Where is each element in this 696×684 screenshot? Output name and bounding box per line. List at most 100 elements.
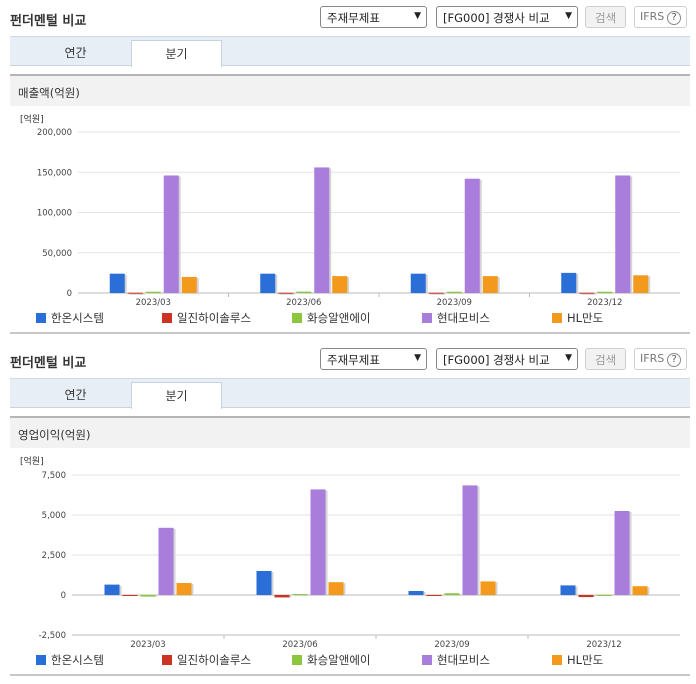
legend-label: 화승알앤에이 (307, 653, 371, 667)
bar-4-2023-12[interactable] (615, 175, 631, 293)
tab-quarterly[interactable]: 분기 (131, 382, 222, 409)
legend-item[interactable]: 일진하이솔루스 (162, 652, 251, 668)
bar-3-2023-12[interactable] (597, 291, 613, 293)
bar-5-2023-12[interactable] (633, 275, 649, 293)
statement-select-value: 주재무제표 (327, 11, 380, 25)
chevron-down-icon: ▼ (565, 11, 572, 21)
bar-4-2023-06[interactable] (314, 167, 330, 293)
ifrs-label: IFRS (640, 10, 665, 23)
bar-2-2023-03[interactable] (127, 292, 143, 294)
search-button[interactable]: 검색 (585, 348, 627, 370)
panel-header: 펀더멘털 비교 주재무제표 ▼ [FG000] 경쟁사 비교 ▼ 검색 IFRS… (10, 0, 690, 34)
bar-2-2023-03[interactable] (122, 595, 138, 596)
bar-1-2023-03[interactable] (104, 584, 120, 595)
bar-3-2023-09[interactable] (444, 593, 460, 595)
bar-shadow (298, 292, 314, 294)
legend-label: 현대모비스 (437, 653, 490, 667)
bar-2-2023-09[interactable] (426, 595, 442, 596)
chart-title: 매출액(억원) (18, 86, 80, 100)
x-tick-label: 2023/06 (286, 298, 321, 306)
bar-1-2023-06[interactable] (260, 273, 276, 293)
legend-swatch (552, 313, 562, 323)
legend-label: 한온시스템 (51, 653, 104, 667)
bar-1-2023-09[interactable] (410, 273, 426, 293)
tab-annual[interactable]: 연간 (64, 46, 87, 60)
bar-3-2023-03[interactable] (145, 291, 161, 293)
y-tick-label: -2,500 (39, 631, 66, 641)
bar-shadow (294, 595, 310, 597)
chart-title: 영업이익(억원) (18, 428, 91, 442)
y-tick-label: 100,000 (37, 209, 72, 219)
bar-5-2023-06[interactable] (332, 276, 348, 293)
y-tick-label: 7,500 (42, 471, 66, 481)
bar-4-2023-12[interactable] (614, 511, 630, 595)
bar-2-2023-12[interactable] (578, 595, 594, 598)
bar-5-2023-03[interactable] (181, 276, 197, 293)
operating-profit-bar-chart: [억원] -2,500 0 2,500 5,000 7,500 2023/03 2023/06… (20, 455, 680, 650)
bar-3-2023-09[interactable] (446, 291, 462, 293)
unit-label: [억원] (20, 113, 44, 125)
bar-4-2023-06[interactable] (310, 489, 326, 595)
bar-2-2023-06[interactable] (278, 292, 294, 294)
bar-4-2023-03[interactable] (158, 527, 174, 595)
peer-group-select[interactable]: [FG000] 경쟁사 비교 ▼ (436, 6, 578, 28)
bar-2-2023-06[interactable] (274, 595, 290, 598)
y-tick-label: 50,000 (42, 249, 72, 259)
divider (10, 674, 690, 676)
x-tick-label: 2023/09 (437, 298, 472, 306)
legend-swatch (422, 655, 432, 665)
bar-5-2023-12[interactable] (632, 586, 648, 595)
bar-1-2023-06[interactable] (256, 571, 272, 595)
unit-label: [억원] (20, 455, 44, 467)
bar-5-2023-03[interactable] (176, 583, 192, 595)
legend-item[interactable]: HL만도 (552, 652, 603, 668)
bar-4-2023-09[interactable] (462, 485, 478, 595)
bar-5-2023-09[interactable] (480, 581, 496, 595)
ifrs-help-button[interactable]: IFRS? (634, 348, 688, 370)
legend-swatch (162, 313, 172, 323)
chart-legend: 한온시스템 일진하이솔루스 화승알앤에이 현대모비스 HL만도 (36, 310, 686, 326)
revenue-bar-chart: [억원] 0 50,000 100,000 150,000 200,000 2023/03 2… (20, 113, 680, 306)
legend-swatch (36, 313, 46, 323)
legend-item[interactable]: HL만도 (552, 310, 603, 326)
bar-3-2023-06[interactable] (296, 291, 312, 293)
legend-swatch (552, 655, 562, 665)
y-tick-label: 0 (67, 289, 72, 299)
bar-1-2023-03[interactable] (109, 273, 125, 293)
chevron-down-icon: ▼ (565, 353, 572, 363)
bar-1-2023-12[interactable] (560, 585, 576, 595)
bar-4-2023-09[interactable] (464, 178, 480, 293)
bar-5-2023-09[interactable] (482, 276, 498, 293)
bar-5-2023-06[interactable] (328, 582, 344, 595)
statement-select[interactable]: 주재무제표 ▼ (320, 6, 427, 28)
tab-annual[interactable]: 연간 (64, 388, 87, 402)
ifrs-help-button[interactable]: IFRS? (634, 6, 688, 28)
legend-item[interactable]: 한온시스템 (36, 310, 104, 326)
y-tick-label: 150,000 (37, 168, 72, 178)
period-tabs: 연간 분기 (10, 378, 690, 409)
bar-2-2023-09[interactable] (428, 292, 444, 294)
bar-1-2023-12[interactable] (561, 272, 577, 293)
peer-group-select[interactable]: [FG000] 경쟁사 비교 ▼ (436, 348, 578, 370)
panel-title: 펀더멘털 비교 (10, 356, 87, 371)
bar-2-2023-12[interactable] (579, 292, 595, 294)
bar-3-2023-03[interactable] (140, 595, 156, 597)
legend-item[interactable]: 한온시스템 (36, 652, 104, 668)
legend-item[interactable]: 화승알앤에이 (292, 310, 370, 326)
divider (10, 332, 690, 334)
legend-item[interactable]: 현대모비스 (422, 652, 490, 668)
legend-item[interactable]: 현대모비스 (422, 310, 490, 326)
legend-item[interactable]: 일진하이솔루스 (162, 310, 251, 326)
x-tick-label: 2023/12 (586, 640, 621, 650)
bar-3-2023-12[interactable] (596, 595, 612, 596)
statement-select[interactable]: 주재무제표 ▼ (320, 348, 427, 370)
bar-4-2023-03[interactable] (163, 175, 179, 293)
bar-shadow (280, 293, 296, 295)
tab-quarterly[interactable]: 분기 (131, 40, 222, 67)
bar-1-2023-09[interactable] (408, 591, 424, 595)
bar-3-2023-06[interactable] (292, 594, 308, 596)
fundamental-panel-operating-profit: 펀더멘털 비교 주재무제표 ▼ [FG000] 경쟁사 비교 ▼ 검색 IFRS… (0, 342, 696, 684)
search-button[interactable]: 검색 (585, 6, 627, 28)
legend-item[interactable]: 화승알앤에이 (292, 652, 370, 668)
x-tick-label: 2023/09 (434, 640, 469, 650)
